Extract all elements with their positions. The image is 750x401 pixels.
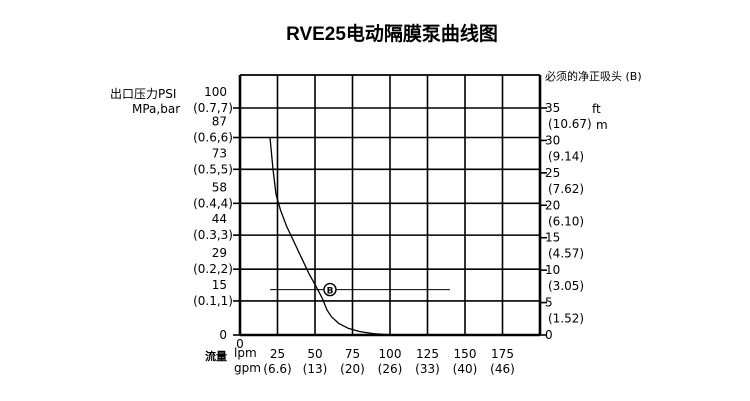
left-tick-label-mpa: (0.3,3) <box>193 228 233 242</box>
x-tick-label-gpm: (13) <box>303 362 328 376</box>
x-tick-label-gpm: (20) <box>340 362 365 376</box>
right-tick-label-m: (6.10) <box>548 214 584 228</box>
right-tick-label-ft: 15 <box>545 231 560 245</box>
x-tick-label-lpm: 75 <box>345 347 360 361</box>
right-tick-label-ft: 10 <box>545 263 560 277</box>
npsh-marker <box>323 282 337 297</box>
left-tick-label-psi: 100 <box>204 85 227 99</box>
flow-curve <box>269 137 394 336</box>
chart-title: RVE25电动隔膜泵曲线图 <box>286 22 498 45</box>
right-tick-label-ft: 0 <box>545 328 553 342</box>
right-axis-unit-ft: ft <box>592 102 601 116</box>
right-tick-label-ft: 20 <box>545 198 560 212</box>
left-tick-label-psi: 58 <box>212 180 227 194</box>
left-tick-label-mpa: (0.7,7) <box>193 101 233 115</box>
left-axis: 100 (0.7,7)87 (0.6,6)73 (0.5,5) 58 (0.4,4) 44 (… <box>193 85 240 342</box>
x-tick-label-gpm: (26) <box>378 362 403 376</box>
left-tick-label-mpa: (0.4,4) <box>193 196 233 210</box>
left-tick-label-psi: 44 <box>212 212 227 226</box>
right-axis: 35 (10.67) 30 (9.14) 25 (7.62) 20 (6.10) 15 (4.57… <box>540 101 592 342</box>
left-tick-label-mpa: (0.6,6) <box>193 131 233 145</box>
x-tick-label-lpm: 125 <box>416 347 439 361</box>
left-axis-label-psi: 出口压力PSI <box>110 87 176 101</box>
x-tick-label-gpm: (33) <box>415 362 440 376</box>
grid <box>240 75 540 335</box>
x-tick-label-lpm: 50 <box>307 347 322 361</box>
right-axis-unit-m: m <box>596 118 608 132</box>
right-tick-label-m: (9.14) <box>548 149 584 163</box>
x-axis-unit-lpm: lpm <box>234 346 257 360</box>
left-tick-label-psi: 29 <box>212 246 227 260</box>
left-tick-label-psi: 0 <box>219 328 227 342</box>
x-axis-label: 流量 <box>205 349 227 363</box>
x-tick-label-lpm: 100 <box>379 347 402 361</box>
x-axis-zero-label: 0 <box>236 337 244 351</box>
left-axis-label-mpa: MPa,bar <box>132 102 180 116</box>
right-tick-label-ft: 35 <box>545 101 560 115</box>
right-tick-label-ft: 25 <box>545 166 560 180</box>
right-tick-label-m: (7.62) <box>548 182 584 196</box>
x-tick-label-lpm: 175 <box>491 347 514 361</box>
x-tick-label-gpm: (40) <box>453 362 478 376</box>
x-axis-unit-gpm: gpm <box>234 361 261 375</box>
x-tick-label-lpm: 25 <box>270 347 285 361</box>
left-tick-label-psi: 73 <box>212 146 227 160</box>
x-axis: 25(6.6) 50(13) 75(20) 100(26) 125(33) 150(40)… <box>263 347 515 376</box>
x-tick-label-gpm: (46) <box>490 362 515 376</box>
x-tick-label-lpm: 150 <box>454 347 477 361</box>
right-tick-label-m: (4.57) <box>548 247 584 261</box>
right-tick-label-m: (3.05) <box>548 279 584 293</box>
right-tick-label-ft: 30 <box>545 133 560 147</box>
left-tick-label-psi: 15 <box>212 278 227 292</box>
series-layer: B <box>269 137 450 336</box>
left-tick-label-mpa: (0.2,2) <box>193 262 233 276</box>
right-axis-label: 必须的净正吸头 (B) <box>545 69 642 83</box>
right-tick-label-m: (10.67) <box>548 117 592 131</box>
left-tick-label-mpa: (0.1,1) <box>193 294 233 308</box>
right-tick-label-ft: 5 <box>545 296 553 310</box>
x-tick-label-gpm: (6.6) <box>263 362 291 376</box>
right-tick-label-m: (1.52) <box>548 312 584 326</box>
npsh-marker-label: B <box>327 287 334 297</box>
left-tick-label-mpa: (0.5,5) <box>193 162 233 176</box>
left-tick-label-psi: 87 <box>212 115 227 129</box>
